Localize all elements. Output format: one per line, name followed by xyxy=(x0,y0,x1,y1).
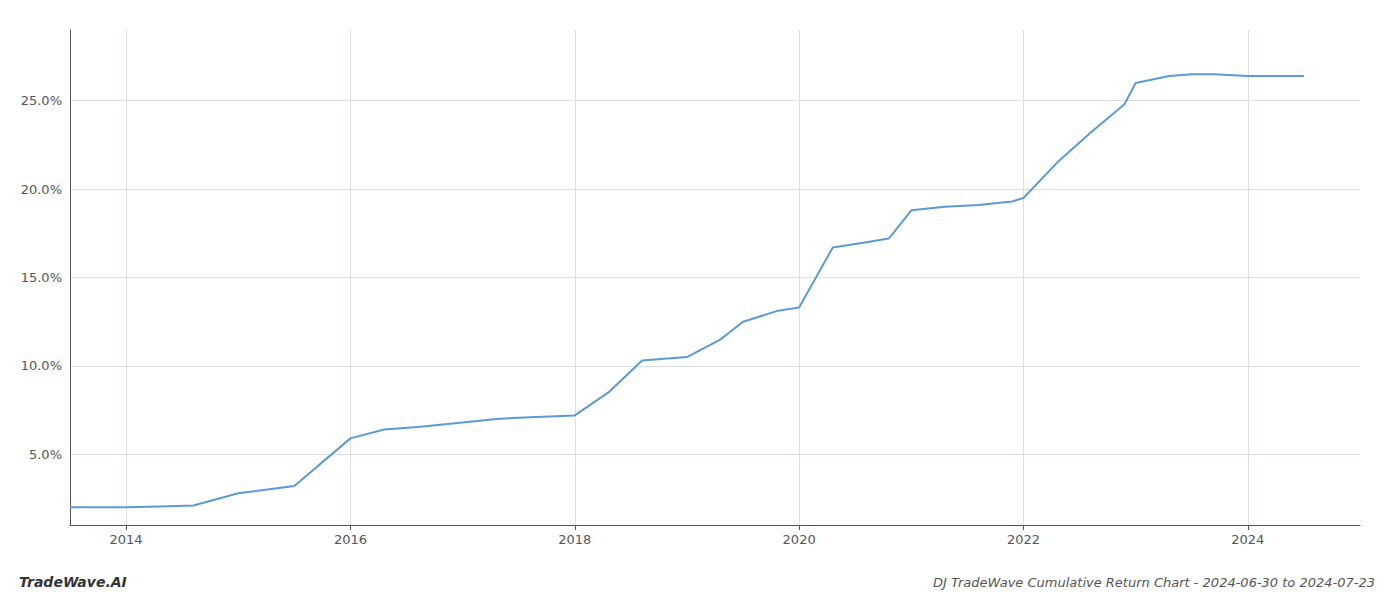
svg-text:5.0%: 5.0% xyxy=(29,447,62,462)
svg-text:2024: 2024 xyxy=(1231,532,1264,547)
svg-text:20.0%: 20.0% xyxy=(21,182,62,197)
svg-text:2022: 2022 xyxy=(1007,532,1040,547)
svg-text:DJ TradeWave Cumulative Return: DJ TradeWave Cumulative Return Chart - 2… xyxy=(933,575,1375,590)
svg-text:2014: 2014 xyxy=(110,532,143,547)
svg-text:2016: 2016 xyxy=(334,532,367,547)
svg-text:15.0%: 15.0% xyxy=(21,270,62,285)
svg-text:10.0%: 10.0% xyxy=(21,358,62,373)
svg-text:TradeWave.AI: TradeWave.AI xyxy=(19,574,127,590)
svg-text:2020: 2020 xyxy=(783,532,816,547)
svg-text:25.0%: 25.0% xyxy=(21,93,62,108)
svg-text:2018: 2018 xyxy=(558,532,591,547)
